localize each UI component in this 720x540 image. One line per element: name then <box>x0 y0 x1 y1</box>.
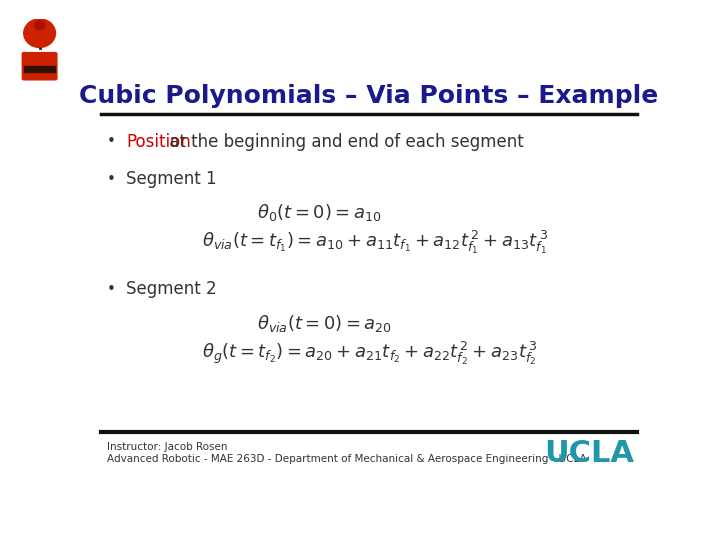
Text: at the beginning and end of each segment: at the beginning and end of each segment <box>164 133 524 151</box>
Text: $\theta_{via}(t=0) = a_{20}$: $\theta_{via}(t=0) = a_{20}$ <box>258 313 392 334</box>
Text: Cubic Polynomials – Via Points – Example: Cubic Polynomials – Via Points – Example <box>79 84 659 108</box>
Text: $\theta_{via}(t=t_{f_1}) = a_{10} + a_{11}t_{f_1} + a_{12}t_{f_1}^{\,2} + a_{13}: $\theta_{via}(t=t_{f_1}) = a_{10} + a_{1… <box>202 229 548 256</box>
Bar <box>24 65 55 72</box>
Text: •: • <box>107 172 116 187</box>
Text: Instructor: Jacob Rosen: Instructor: Jacob Rosen <box>107 442 228 451</box>
Text: $\theta_0(t=0) = a_{10}$: $\theta_0(t=0) = a_{10}$ <box>258 202 382 223</box>
Text: Advanced Robotic - MAE 263D - Department of Mechanical & Aerospace Engineering -: Advanced Robotic - MAE 263D - Department… <box>107 454 586 464</box>
Text: Segment 2: Segment 2 <box>126 280 217 298</box>
Text: •: • <box>107 282 116 297</box>
Text: $\theta_g(t=t_{f_2}) = a_{20} + a_{21}t_{f_2} + a_{22}t_{f_2}^{\,2} + a_{23}t_{f: $\theta_g(t=t_{f_2}) = a_{20} + a_{21}t_… <box>202 340 537 367</box>
Text: Segment 1: Segment 1 <box>126 170 217 188</box>
Circle shape <box>24 19 55 48</box>
FancyBboxPatch shape <box>22 52 57 80</box>
Text: UCLA: UCLA <box>544 439 634 468</box>
Text: •: • <box>107 134 116 149</box>
Text: Position: Position <box>126 133 191 151</box>
Circle shape <box>35 21 45 30</box>
